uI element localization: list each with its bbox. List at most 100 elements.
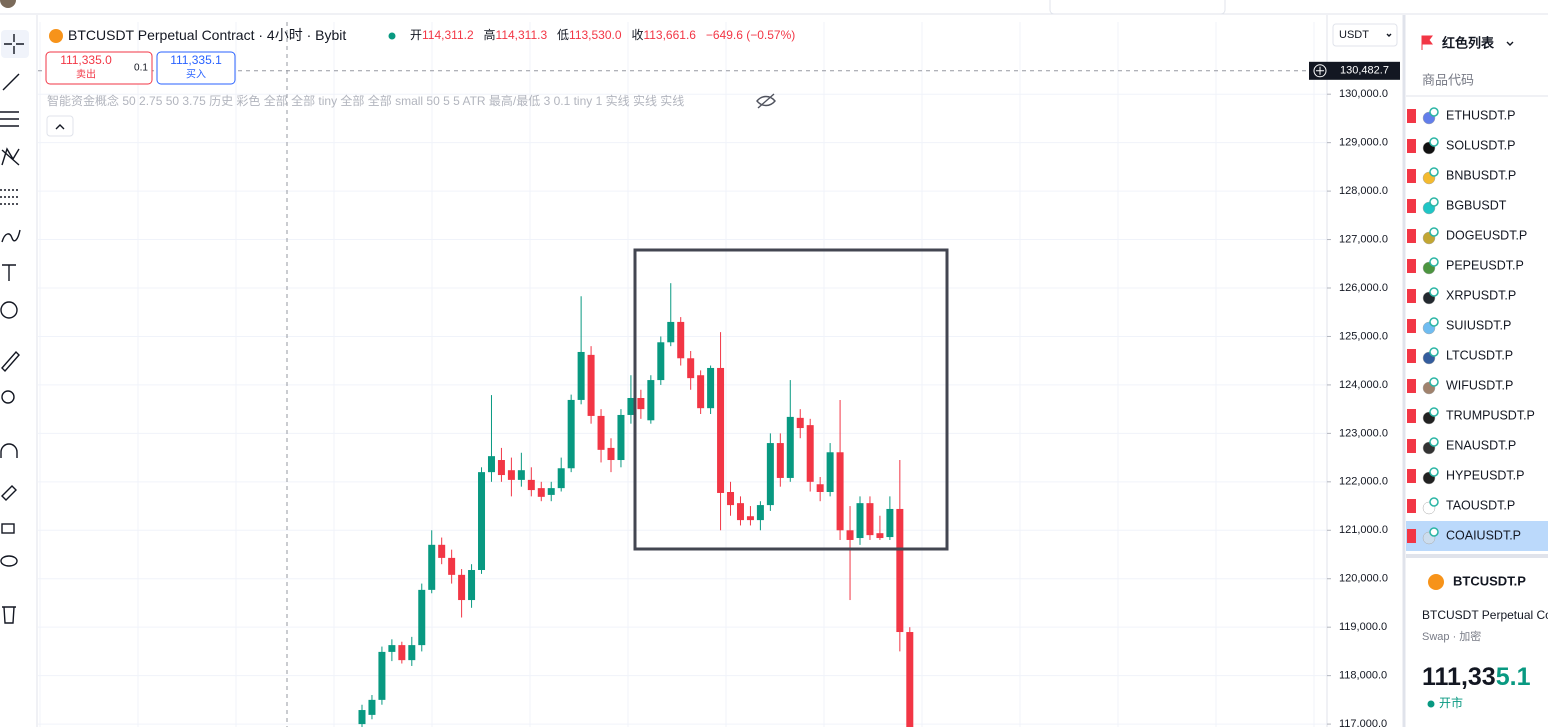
tool-delete[interactable] [2, 606, 16, 624]
row-flag[interactable] [1407, 469, 1416, 483]
detail-status: 开市 [1439, 695, 1463, 710]
watchlist-symbol[interactable]: SUIUSDT.P [1446, 318, 1511, 332]
watchlist-symbol[interactable]: BGBUSDT [1446, 198, 1507, 212]
candle-body [478, 472, 486, 571]
watchlist-symbol[interactable]: XRPUSDT.P [1446, 288, 1516, 302]
add-alert-plus [1316, 66, 1324, 75]
y-tick-label: 125,000.0 [1339, 330, 1388, 342]
watchlist-symbol[interactable]: COAIUSDT.P [1446, 528, 1521, 542]
tool-emoji[interactable] [0, 301, 18, 319]
hide-indicator[interactable] [756, 93, 776, 109]
buy-button[interactable] [156, 51, 236, 85]
open-label: 开 [410, 28, 422, 42]
watchlist-title[interactable]: 红色列表 [1442, 35, 1495, 50]
exchange-badge [1429, 347, 1439, 357]
row-flag[interactable] [1407, 529, 1416, 543]
row-flag[interactable] [1407, 409, 1416, 423]
candle-body [537, 488, 545, 497]
row-flag[interactable] [1407, 349, 1416, 363]
tool-lock[interactable] [1, 523, 15, 534]
row-flag[interactable] [1407, 379, 1416, 393]
sell-button[interactable] [45, 51, 153, 85]
exchange-badge [1429, 407, 1439, 417]
candle-body [906, 632, 914, 727]
watchlist-symbol[interactable]: ENAUSDT.P [1446, 438, 1516, 452]
candle-body [736, 503, 744, 521]
row-flag[interactable] [1407, 169, 1416, 183]
row-flag[interactable] [1407, 199, 1416, 213]
drawn-rectangle[interactable] [633, 248, 949, 551]
candle-body [657, 342, 665, 381]
watchlist-symbol[interactable]: ETHUSDT.P [1446, 108, 1515, 122]
y-tick-label: 129,000.0 [1339, 137, 1388, 149]
y-tick-label: 117,000.0 [1339, 718, 1387, 727]
row-flag[interactable] [1407, 319, 1416, 333]
candle-body [866, 503, 874, 536]
exchange-badge [1429, 317, 1439, 327]
exchange-badge [1429, 527, 1439, 537]
candle-body [497, 460, 505, 476]
add-alert[interactable] [1313, 64, 1327, 78]
row-flag[interactable] [1407, 259, 1416, 273]
candle-body [806, 425, 814, 482]
watchlist-symbol[interactable]: LTCUSDT.P [1446, 348, 1513, 362]
watchlist-symbol[interactable]: TAOUSDT.P [1446, 498, 1515, 512]
tool-trendline[interactable] [2, 73, 20, 91]
row-flag[interactable] [1407, 439, 1416, 453]
candle-body [458, 574, 466, 601]
dropdown-arrow [1386, 33, 1392, 37]
tool-crosshair[interactable] [1, 30, 29, 58]
left-toolbar [0, 15, 38, 727]
candle-body [816, 484, 824, 492]
watchlist-symbol[interactable]: BNBUSDT.P [1446, 168, 1516, 182]
candle-body [667, 321, 675, 343]
avatar[interactable] [0, 0, 16, 8]
sell-price: 111,335.0 [60, 53, 112, 67]
candle-body [647, 380, 655, 421]
candle-body [796, 417, 804, 429]
candle-body [557, 468, 565, 489]
row-flag[interactable] [1407, 109, 1416, 123]
exchange-badge [1429, 497, 1439, 507]
candle-body [836, 452, 844, 531]
watchlist-symbol[interactable]: SOLUSDT.P [1446, 138, 1515, 152]
collapse-icon [55, 124, 65, 130]
tool-fib[interactable] [0, 111, 19, 127]
candle-body [756, 505, 764, 521]
spread: 0.1 [134, 63, 148, 74]
watchlist-symbol[interactable]: PEPEUSDT.P [1446, 258, 1524, 272]
watchlist-symbol[interactable]: WIFUSDT.P [1446, 378, 1513, 392]
candle-body [826, 452, 834, 492]
collapse-button[interactable] [46, 115, 74, 137]
watchlist-symbol[interactable]: DOGEUSDT.P [1446, 228, 1527, 242]
tool-prediction[interactable] [0, 189, 19, 205]
tool-brush[interactable] [1, 229, 21, 243]
exchange-badge [1429, 287, 1439, 297]
row-flag[interactable] [1407, 229, 1416, 243]
row-flag[interactable] [1407, 499, 1416, 513]
tool-visibility[interactable] [0, 555, 18, 567]
tool-lock-drawings[interactable] [1, 485, 17, 501]
high-value: 114,311.3 [496, 28, 548, 42]
candle-body [707, 367, 715, 409]
candle-body [607, 447, 615, 461]
currency-dropdown[interactable] [1332, 23, 1398, 47]
row-flag[interactable] [1407, 139, 1416, 153]
watchlist-symbol[interactable]: TRUMPUSDT.P [1446, 408, 1535, 422]
tool-ruler[interactable] [1, 350, 20, 373]
candle-body [577, 351, 585, 400]
watchlist-panel: 红色列表 商品代码 [1402, 15, 1548, 727]
candle-body [507, 470, 515, 480]
tool-magnet[interactable] [0, 443, 18, 458]
tool-text[interactable] [2, 264, 16, 281]
candle-body [717, 367, 725, 493]
y-tick-label: 123,000.0 [1339, 427, 1388, 439]
row-flag[interactable] [1407, 289, 1416, 303]
watchlist-symbol[interactable]: HYPEUSDT.P [1446, 468, 1525, 482]
tool-pattern[interactable] [1, 147, 20, 166]
low-label: 低 [557, 28, 569, 42]
watchlist-menu[interactable] [1506, 41, 1514, 46]
tool-zoom[interactable] [1, 390, 15, 404]
candle-body [876, 533, 884, 539]
